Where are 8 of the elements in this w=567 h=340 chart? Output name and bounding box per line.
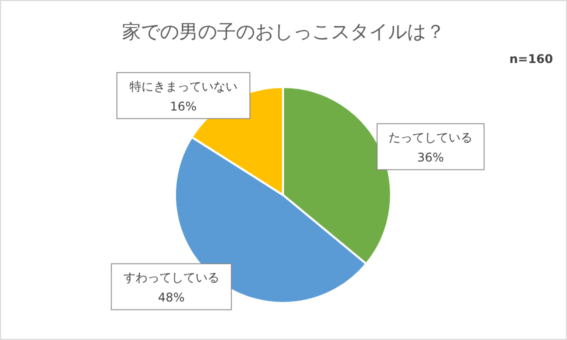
slice-label: たってしている	[388, 130, 473, 145]
data-label: 48%	[158, 290, 185, 305]
data-label: 16%	[170, 100, 197, 114]
text: n=160	[509, 52, 553, 66]
slice-label: すわってしている	[123, 270, 220, 285]
chart-title: 家での男の子のおしっこスタイルは？	[122, 21, 445, 43]
slice-label: 特にきまっていない	[129, 80, 238, 94]
data-label: 36%	[417, 150, 444, 165]
